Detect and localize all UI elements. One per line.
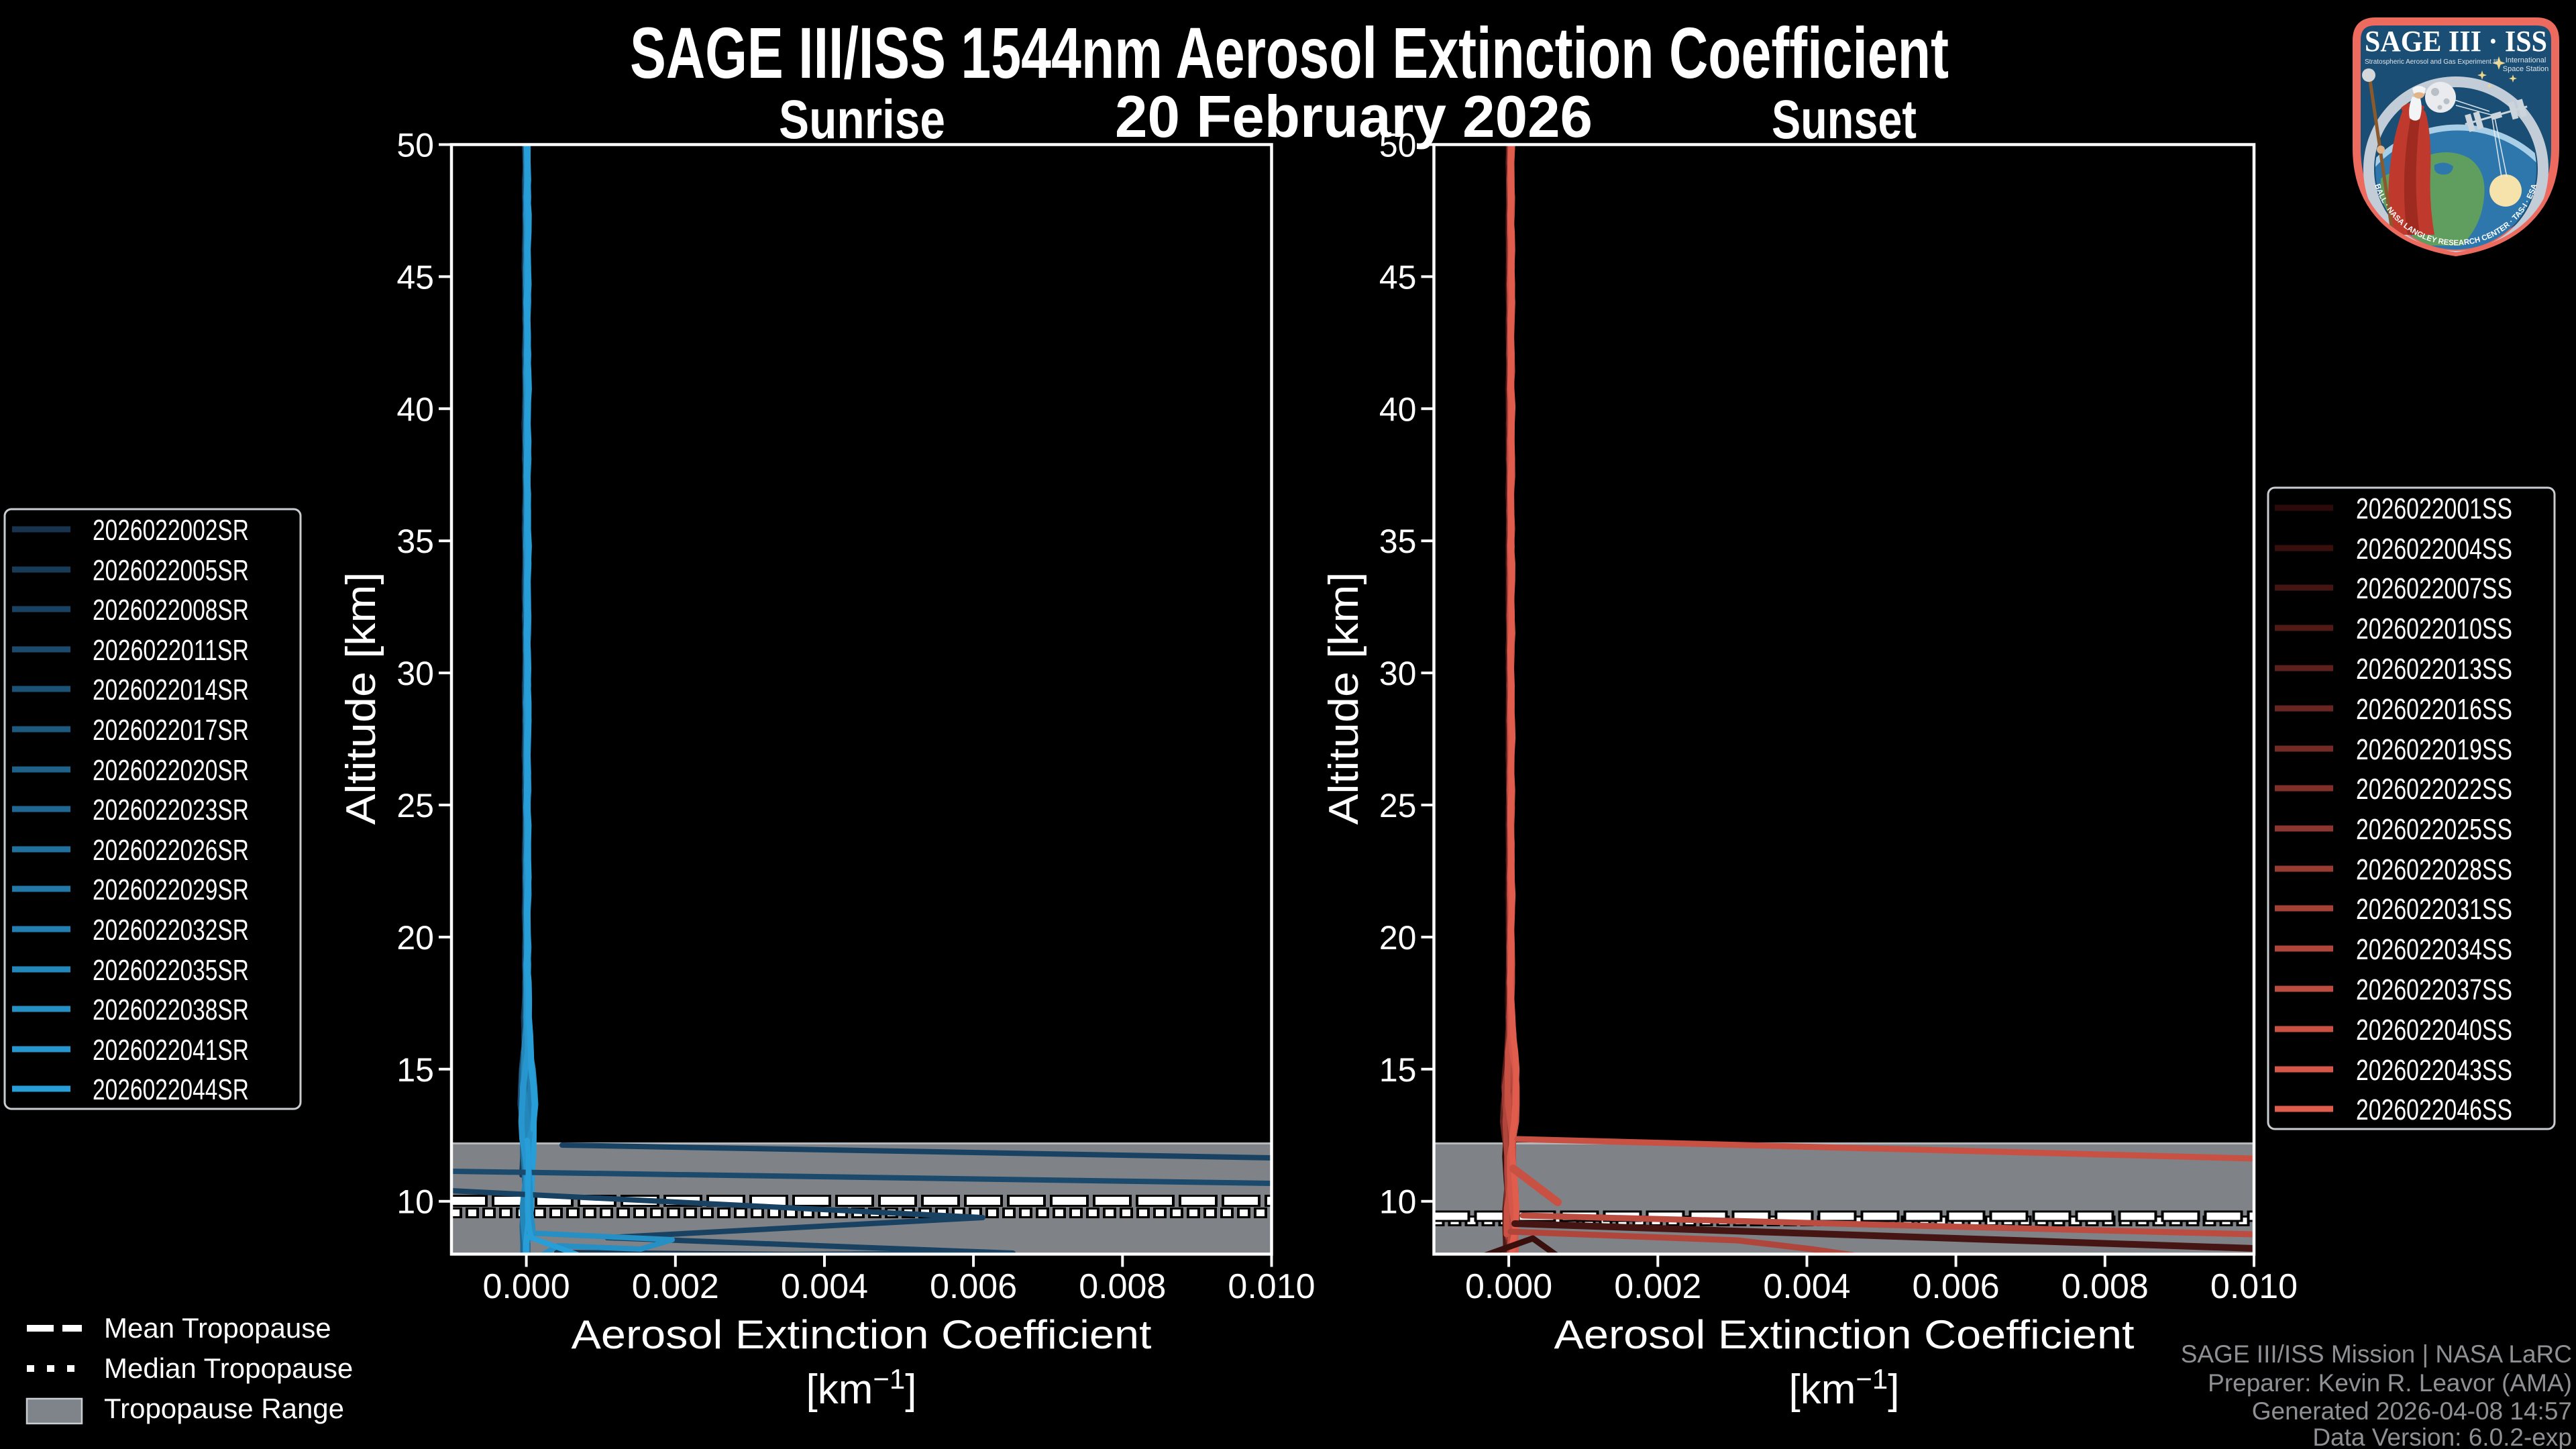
svg-text:2026022038SR: 2026022038SR bbox=[93, 994, 249, 1026]
svg-text:0.004: 0.004 bbox=[781, 1267, 868, 1306]
svg-text:15: 15 bbox=[1379, 1051, 1417, 1089]
svg-text:50: 50 bbox=[1379, 127, 1417, 164]
svg-text:10: 10 bbox=[396, 1183, 434, 1221]
svg-text:Sunrise: Sunrise bbox=[779, 89, 945, 150]
svg-text:40: 40 bbox=[1379, 390, 1417, 428]
svg-text:Mean Tropopause: Mean Tropopause bbox=[104, 1312, 331, 1344]
svg-text:2026022011SR: 2026022011SR bbox=[93, 634, 249, 667]
svg-text:2026022044SR: 2026022044SR bbox=[93, 1073, 249, 1106]
svg-text:0.000: 0.000 bbox=[1465, 1267, 1552, 1306]
svg-text:2026022017SR: 2026022017SR bbox=[93, 714, 249, 747]
svg-text:SAGE III/ISS 1544nm Aerosol Ex: SAGE III/ISS 1544nm Aerosol Extinction C… bbox=[630, 12, 1949, 93]
svg-text:2026022020SR: 2026022020SR bbox=[93, 754, 249, 787]
svg-text:2026022022SS: 2026022022SS bbox=[2356, 773, 2512, 806]
svg-text:International: International bbox=[2506, 56, 2546, 64]
svg-text:45: 45 bbox=[1379, 258, 1417, 296]
svg-text:Aerosol Extinction Coefficient: Aerosol Extinction Coefficient bbox=[1554, 1312, 2135, 1357]
svg-text:2026022043SS: 2026022043SS bbox=[2356, 1054, 2512, 1087]
svg-text:0.004: 0.004 bbox=[1763, 1267, 1850, 1306]
svg-text:20: 20 bbox=[1379, 919, 1417, 957]
svg-text:50: 50 bbox=[396, 127, 434, 164]
svg-text:30: 30 bbox=[1379, 655, 1417, 692]
svg-text:0.000: 0.000 bbox=[483, 1267, 570, 1306]
svg-text:2026022001SS: 2026022001SS bbox=[2356, 492, 2512, 525]
svg-text:Median Tropopause: Median Tropopause bbox=[104, 1352, 353, 1384]
svg-text:SAGE III/ISS Mission | NASA La: SAGE III/ISS Mission | NASA LaRC bbox=[2181, 1340, 2572, 1368]
svg-text:2026022026SR: 2026022026SR bbox=[93, 834, 249, 867]
svg-text:10: 10 bbox=[1379, 1183, 1417, 1221]
svg-text:2026022031SS: 2026022031SS bbox=[2356, 893, 2512, 926]
svg-text:2026022032SR: 2026022032SR bbox=[93, 914, 249, 947]
svg-text:2026022029SR: 2026022029SR bbox=[93, 873, 249, 906]
svg-text:2026022040SS: 2026022040SS bbox=[2356, 1014, 2512, 1046]
svg-text:40: 40 bbox=[396, 390, 434, 428]
svg-text:2026022008SR: 2026022008SR bbox=[93, 594, 249, 627]
svg-text:Aerosol Extinction Coefficient: Aerosol Extinction Coefficient bbox=[572, 1312, 1152, 1357]
svg-text:2026022037SS: 2026022037SS bbox=[2356, 973, 2512, 1006]
svg-text:0.006: 0.006 bbox=[930, 1267, 1017, 1306]
svg-text:25: 25 bbox=[396, 787, 434, 824]
svg-text:Stratospheric Aerosol and Gas: Stratospheric Aerosol and Gas Experiment… bbox=[2365, 58, 2499, 66]
svg-text:20: 20 bbox=[396, 919, 434, 957]
svg-text:20 February 2026: 20 February 2026 bbox=[1115, 83, 1593, 150]
svg-text:Data Version: 6.0.2-exp: Data Version: 6.0.2-exp bbox=[2312, 1424, 2572, 1449]
svg-text:2026022034SS: 2026022034SS bbox=[2356, 933, 2512, 966]
svg-text:Altitude [km]: Altitude [km] bbox=[338, 572, 384, 825]
svg-text:Generated 2026-04-08 14:57: Generated 2026-04-08 14:57 bbox=[2252, 1397, 2572, 1425]
svg-text:SAGE III · ISS: SAGE III · ISS bbox=[2365, 25, 2547, 58]
svg-text:Altitude [km]: Altitude [km] bbox=[1321, 572, 1367, 825]
svg-text:2026022007SS: 2026022007SS bbox=[2356, 572, 2512, 605]
svg-text:0.010: 0.010 bbox=[1228, 1267, 1315, 1306]
svg-text:2026022016SS: 2026022016SS bbox=[2356, 693, 2512, 726]
svg-text:2026022041SR: 2026022041SR bbox=[93, 1034, 249, 1067]
svg-text:0.010: 0.010 bbox=[2210, 1267, 2298, 1306]
svg-text:Sunset: Sunset bbox=[1772, 89, 1917, 150]
svg-text:2026022014SR: 2026022014SR bbox=[93, 674, 249, 706]
svg-text:2026022013SS: 2026022013SS bbox=[2356, 653, 2512, 686]
svg-text:Tropopause Range: Tropopause Range bbox=[104, 1393, 344, 1424]
svg-text:0.002: 0.002 bbox=[1614, 1267, 1701, 1306]
svg-text:0.002: 0.002 bbox=[632, 1267, 719, 1306]
svg-text:0.006: 0.006 bbox=[1913, 1267, 2000, 1306]
svg-text:2026022004SS: 2026022004SS bbox=[2356, 533, 2512, 566]
svg-text:35: 35 bbox=[396, 523, 434, 560]
svg-text:45: 45 bbox=[396, 258, 434, 296]
svg-text:15: 15 bbox=[396, 1051, 434, 1089]
svg-text:2026022023SR: 2026022023SR bbox=[93, 794, 249, 826]
svg-text:30: 30 bbox=[396, 655, 434, 692]
svg-text:2026022028SS: 2026022028SS bbox=[2356, 853, 2512, 886]
svg-text:0.008: 0.008 bbox=[2061, 1267, 2149, 1306]
svg-text:2026022035SR: 2026022035SR bbox=[93, 954, 249, 987]
svg-text:2026022019SS: 2026022019SS bbox=[2356, 733, 2512, 766]
svg-text:2026022046SS: 2026022046SS bbox=[2356, 1093, 2512, 1126]
svg-text:2026022010SS: 2026022010SS bbox=[2356, 612, 2512, 645]
svg-text:Space Station: Space Station bbox=[2503, 65, 2549, 73]
svg-text:2026022002SR: 2026022002SR bbox=[93, 514, 249, 547]
svg-text:Preparer: Kevin R. Leavor (AMA: Preparer: Kevin R. Leavor (AMA) bbox=[2208, 1369, 2572, 1397]
svg-text:2026022025SS: 2026022025SS bbox=[2356, 813, 2512, 846]
svg-text:2026022005SR: 2026022005SR bbox=[93, 554, 249, 587]
svg-text:0.008: 0.008 bbox=[1079, 1267, 1166, 1306]
svg-text:35: 35 bbox=[1379, 523, 1417, 560]
svg-text:25: 25 bbox=[1379, 787, 1417, 824]
